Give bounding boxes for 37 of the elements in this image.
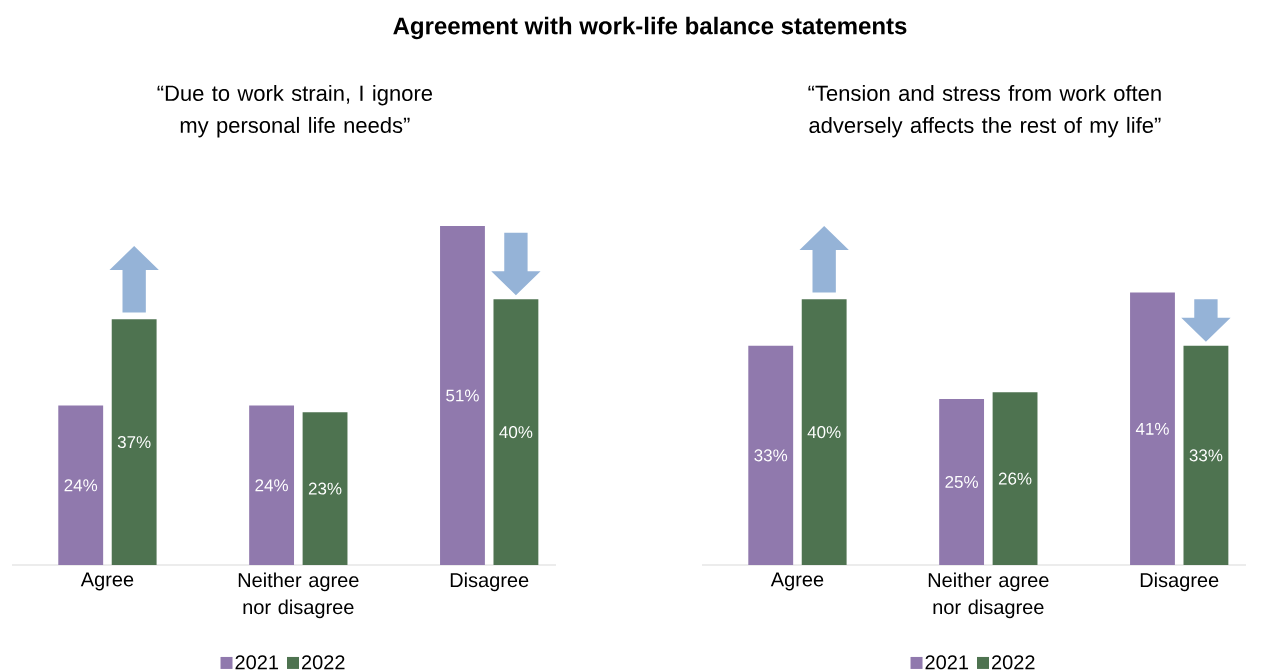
bar <box>440 226 485 565</box>
legend-label: 2022 <box>992 655 1035 670</box>
bar <box>992 392 1038 565</box>
bar <box>939 398 985 565</box>
data-label: 24% <box>64 479 98 492</box>
bar <box>1183 345 1229 565</box>
data-label: 23% <box>308 482 342 495</box>
data-label: 25% <box>945 475 978 488</box>
bar <box>302 412 348 565</box>
bar <box>801 299 847 565</box>
x-tick-label: Agree <box>80 572 134 591</box>
data-label: 40% <box>807 426 841 439</box>
legend-label: 2022 <box>302 655 345 670</box>
data-label: 33% <box>1189 449 1223 462</box>
bar <box>58 405 104 565</box>
x-tick-label: Disagree <box>450 572 529 592</box>
chart-subtitle: “Tension and stress from work often adversely affects the rest of my life” <box>808 84 1161 138</box>
bar <box>249 405 295 565</box>
data-label: 51% <box>446 389 479 402</box>
bar <box>748 345 794 565</box>
bar <box>111 319 157 565</box>
data-label: 37% <box>117 436 151 449</box>
bar <box>1130 292 1175 565</box>
data-label: 24% <box>255 479 288 492</box>
x-tick-label: Neither agree nor disagree <box>238 572 359 619</box>
x-tick-label: Neither agree nor disagree <box>928 572 1049 619</box>
data-label: 41% <box>1135 422 1169 435</box>
bar <box>493 299 539 565</box>
chart-subtitle: “Due to work strain, I ignore my personal life needs” <box>157 84 433 138</box>
legend-label: 2021 <box>925 655 969 670</box>
data-label: 33% <box>754 449 788 462</box>
text: Agreement with work-life balance statements <box>393 16 907 40</box>
legend-label: 2021 <box>235 655 279 670</box>
data-label: 26% <box>998 472 1032 485</box>
x-tick-label: Agree <box>770 572 824 591</box>
x-tick-label: Disagree <box>1140 572 1219 592</box>
data-label: 40% <box>499 426 533 439</box>
